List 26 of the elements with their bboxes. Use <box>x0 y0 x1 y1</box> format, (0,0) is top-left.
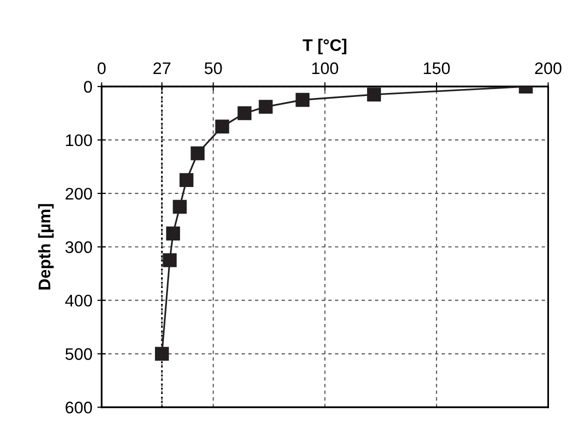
y-tick-label: 200 <box>66 188 92 200</box>
point <box>215 120 230 134</box>
x-tick-label: 200 <box>535 62 562 74</box>
point <box>172 200 187 214</box>
x-tick-label: 27 <box>153 62 170 74</box>
point <box>166 226 180 240</box>
y-tick-label: 100 <box>66 134 92 146</box>
x-tick-label: 150 <box>424 62 450 74</box>
x-tick-label: 100 <box>312 62 338 74</box>
point <box>190 146 205 160</box>
point <box>367 88 381 102</box>
point <box>296 92 310 107</box>
point <box>258 100 273 114</box>
y-tick-label: 600 <box>66 402 92 414</box>
point <box>154 346 169 361</box>
point <box>238 106 252 120</box>
x-axis-title: T [°C] <box>302 38 346 54</box>
y-tick-label: 300 <box>65 241 92 254</box>
y-tick-label: 400 <box>65 294 92 307</box>
point <box>180 173 194 187</box>
point <box>162 253 177 268</box>
x-tick-label: 50 <box>204 62 222 74</box>
x-tick-label: 0 <box>98 62 106 74</box>
y-tick-label: 500 <box>65 348 92 360</box>
y-tick-label: 0 <box>84 80 92 93</box>
y-axis-title: Depth [µm] <box>38 204 54 290</box>
